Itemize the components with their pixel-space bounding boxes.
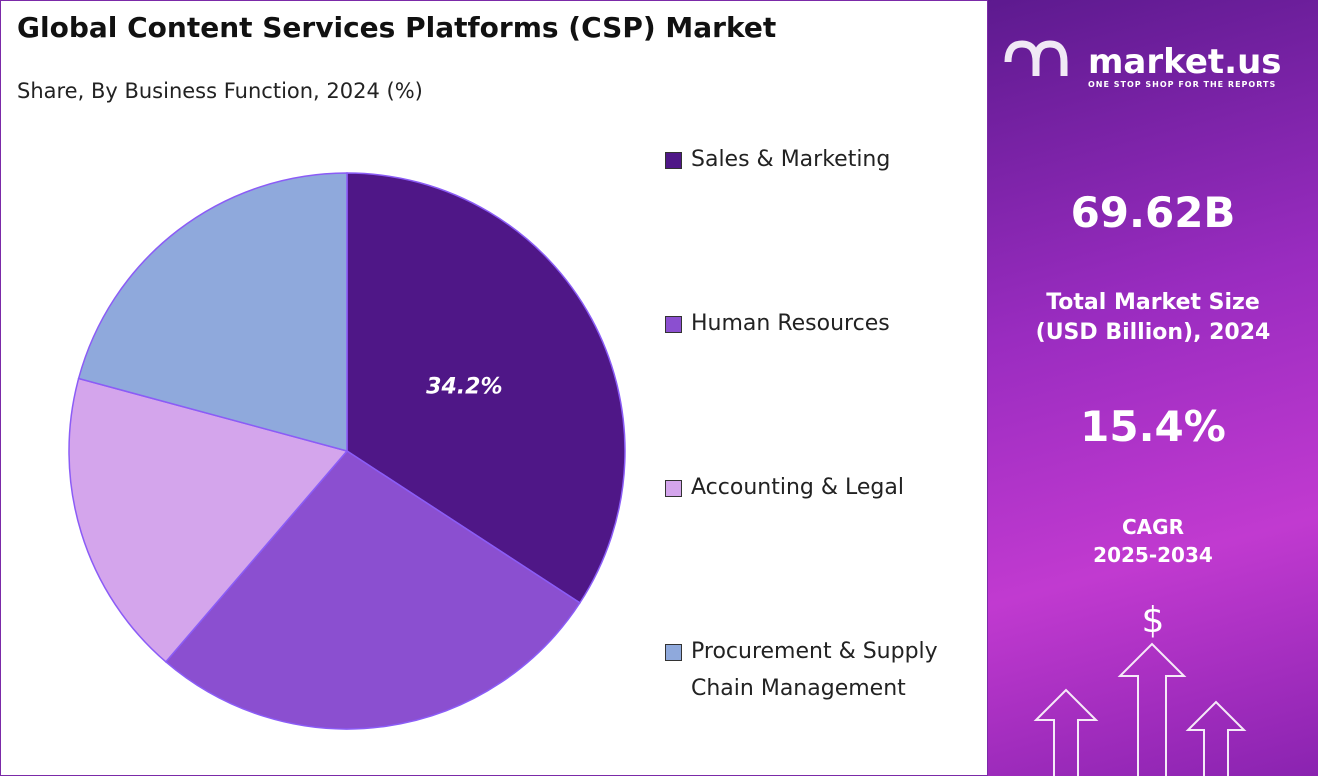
cagr: 15.4% <box>1080 402 1226 451</box>
arrow <box>1117 642 1187 776</box>
legend-label: Accounting & Legal <box>691 475 904 500</box>
cagr-label: CAGR <box>1122 515 1184 539</box>
arrow <box>1185 700 1247 776</box>
arrow <box>1033 688 1099 776</box>
legend-swatch <box>665 480 682 497</box>
brand: market.us <box>1088 42 1282 82</box>
legend-label: Sales & Marketing <box>691 147 891 172</box>
market-size-label: Total Market Size <box>1046 290 1260 315</box>
pie-slice <box>346 172 626 604</box>
legend-label: Human Resources <box>691 311 890 336</box>
side-panel: market.us ONE STOP SHOP FOR THE REPORTS … <box>988 0 1318 776</box>
legend-swatch <box>665 644 682 661</box>
pie-slice <box>164 450 581 730</box>
dollar-icon: $ <box>1141 600 1165 641</box>
pie-slice <box>77 172 348 452</box>
market-size-label: (USD Billion), 2024 <box>1035 320 1271 345</box>
data-label: 34.2% <box>426 374 502 399</box>
pie-chart: 34.2% <box>68 172 626 730</box>
logo-icon <box>1004 40 1068 76</box>
tagline: ONE STOP SHOP FOR THE REPORTS <box>1088 80 1277 89</box>
legend-swatch <box>665 152 682 169</box>
cagr-label: 2025-2034 <box>1093 543 1213 567</box>
market-size: 69.62B <box>1070 188 1236 237</box>
chart-subtitle: Share, By Business Function, 2024 (%) <box>17 79 423 103</box>
chart-area: Global Content Services Platforms (CSP) … <box>0 0 988 776</box>
legend-swatch <box>665 316 682 333</box>
decoration <box>1004 40 1247 776</box>
legend-label: Procurement & Supply Chain Management <box>691 639 938 701</box>
chart-title: Global Content Services Platforms (CSP) … <box>17 11 777 44</box>
pie-slice <box>68 377 349 663</box>
